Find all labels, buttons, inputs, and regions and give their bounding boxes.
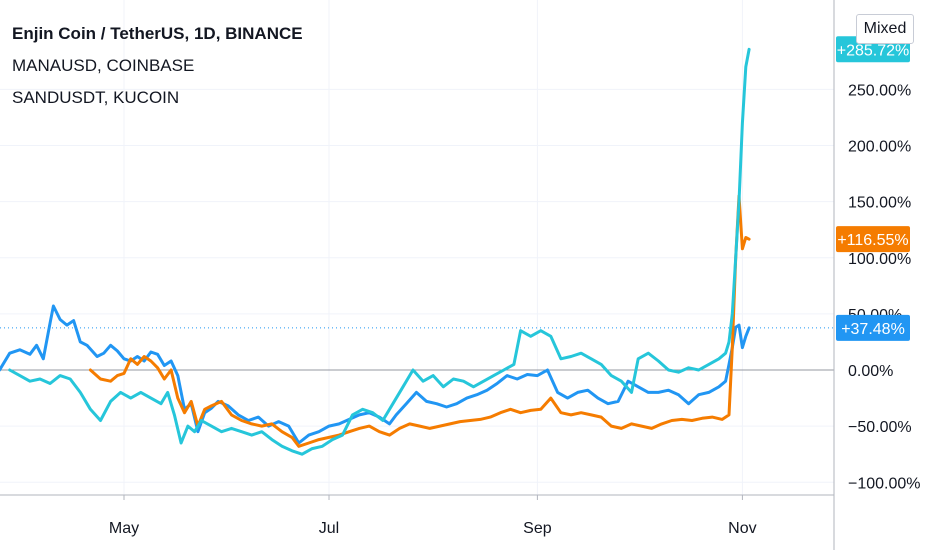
y-tick-label: −50.00% [848,419,912,436]
series-line-2[interactable] [88,194,751,448]
series-line-3[interactable] [8,47,751,456]
last-value-badge [836,226,910,253]
series-line-1[interactable] [0,304,751,445]
last-value-badges: +37.48% +116.55% +285.72% [836,36,910,341]
last-value-badge [836,314,910,341]
x-tick-label: Jul [319,520,339,537]
y-tick-label: 100.00% [848,251,911,268]
last-value-label: +285.72% [837,42,910,59]
y-tick-label: 150.00% [848,195,911,212]
last-value-label: +37.48% [841,321,905,338]
scale-mode-button[interactable]: Mixed [856,14,914,44]
x-tick-label: Nov [728,520,756,537]
legend-compare-symbol-sand[interactable]: SANDUSDT, KUCOIN [12,88,180,107]
price-axis[interactable]: 250.00%200.00%150.00%100.00%50.00%0.00%−… [848,82,921,492]
x-tick-label: May [109,520,139,537]
time-axis[interactable]: May Jul Sep Nov [109,495,757,537]
y-tick-label: 0.00% [848,363,893,380]
legend-main-symbol[interactable]: Enjin Coin / TetherUS, 1D, BINANCE [12,24,303,43]
x-tick-label: Sep [523,520,552,537]
y-tick-label: 200.00% [848,139,911,156]
last-value-label: +116.55% [837,232,908,249]
series-lines [0,47,751,456]
y-tick-label: 250.00% [848,82,911,99]
legend-compare-symbol-mana[interactable]: MANAUSD, COINBASE [12,56,195,75]
y-tick-label: −100.00% [848,475,921,492]
chart-legend: Enjin Coin / TetherUS, 1D, BINANCE MANAU… [12,18,303,114]
